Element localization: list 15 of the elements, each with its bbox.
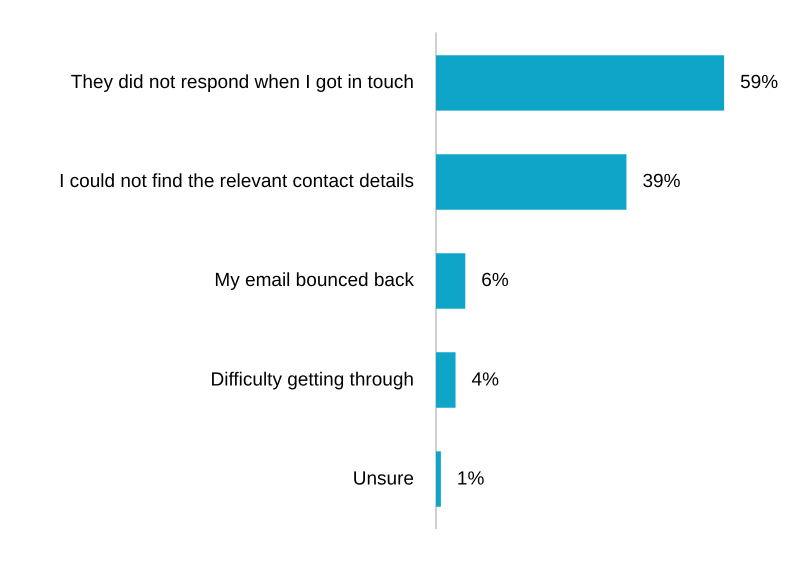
data-label: 59% — [740, 72, 778, 94]
y-tick-label: My email bounced back — [214, 270, 414, 292]
y-tick-label: I could not find the relevant contact details — [59, 171, 414, 192]
bar — [436, 352, 456, 408]
data-label: 6% — [481, 270, 509, 292]
y-tick-label: They did not respond when I got in touch — [70, 72, 414, 94]
bar — [436, 451, 441, 507]
bar — [436, 154, 626, 210]
y-tick-label: Unsure — [352, 468, 414, 490]
data-label: 39% — [642, 171, 681, 192]
data-label: 4% — [472, 369, 500, 390]
y-tick-label: Difficulty getting through — [210, 369, 414, 390]
bar — [436, 253, 466, 309]
data-label: 1% — [456, 468, 484, 490]
bar — [436, 55, 724, 111]
